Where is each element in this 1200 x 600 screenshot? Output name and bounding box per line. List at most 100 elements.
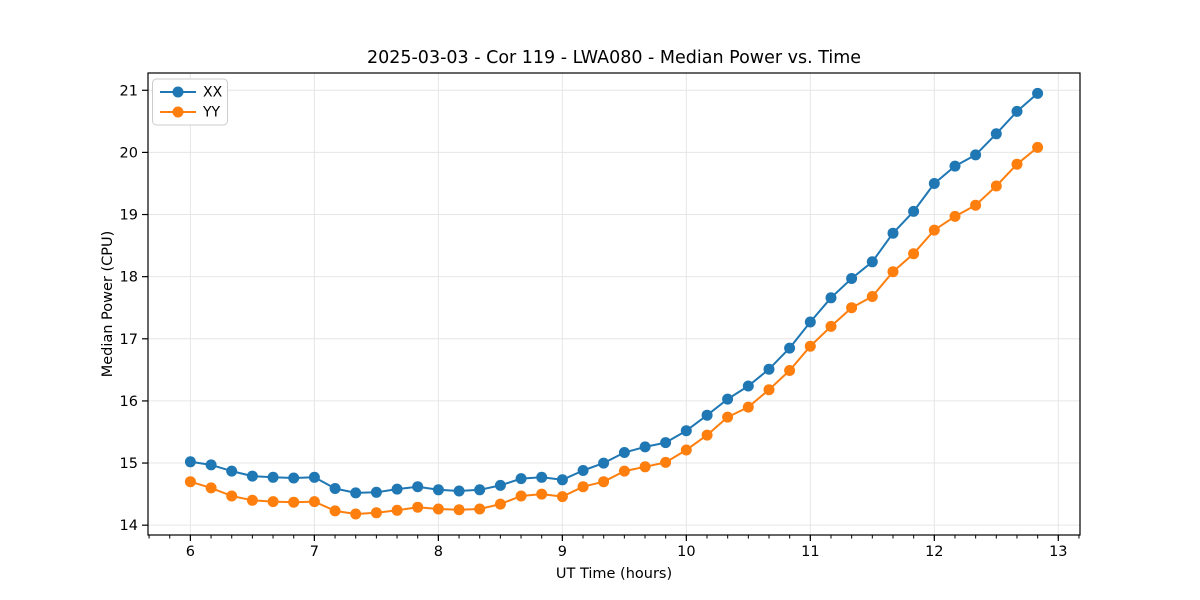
data-point-xx [598, 457, 610, 469]
data-point-xx [391, 483, 403, 495]
x-tick-label: 13 [1049, 544, 1067, 560]
data-point-xx [825, 292, 837, 304]
x-tick-label: 6 [186, 544, 195, 560]
x-tick-label: 12 [925, 544, 943, 560]
data-point-yy [577, 481, 589, 493]
data-point-xx [949, 160, 961, 172]
data-point-yy [308, 496, 320, 508]
data-point-yy [184, 476, 196, 488]
data-point-xx [866, 256, 878, 268]
data-point-yy [742, 401, 754, 413]
data-point-xx [846, 273, 858, 284]
data-point-yy [1011, 158, 1023, 170]
data-point-yy [391, 504, 403, 516]
data-point-xx [639, 441, 651, 453]
data-point-xx [701, 409, 713, 421]
data-point-xx [577, 465, 589, 476]
data-point-yy [453, 504, 465, 516]
data-point-yy [432, 503, 444, 515]
data-point-xx [536, 471, 548, 483]
data-point-xx [660, 437, 672, 449]
series-line-xx [190, 92, 1039, 494]
data-point-xx [908, 205, 920, 217]
data-point-xx [226, 465, 238, 477]
data-point-xx [267, 471, 279, 483]
data-point-xx [370, 486, 382, 498]
chart-title: 2025-03-03 - Cor 119 - LWA080 - Median P… [367, 48, 861, 68]
data-point-yy [660, 456, 672, 468]
data-point-yy [784, 365, 796, 376]
data-point-yy [350, 508, 362, 520]
data-point-xx [804, 316, 816, 328]
data-point-xx [329, 483, 341, 494]
data-point-yy [598, 476, 610, 488]
series-layer [184, 87, 1044, 520]
tick-label-layer: 6 7 8 9 10 11 12 13 14 15 16 17 18 19 20 21 [120, 83, 1068, 560]
data-point-xx [494, 479, 506, 491]
data-point-xx [432, 484, 444, 496]
data-point-yy [928, 224, 940, 236]
data-point-xx [205, 459, 217, 471]
grid-layer [148, 73, 1080, 535]
y-tick-label: 19 [120, 208, 138, 224]
data-point-yy [680, 444, 692, 456]
data-point-yy [288, 496, 300, 508]
plot-frame [147, 72, 1081, 536]
data-point-yy [494, 498, 506, 510]
data-point-yy [474, 503, 486, 515]
legend: XX YY [152, 78, 228, 126]
data-point-yy [804, 340, 816, 352]
data-point-xx [288, 472, 300, 484]
data-point-yy [846, 302, 858, 314]
data-point-xx [453, 485, 465, 497]
data-point-xx [246, 470, 258, 482]
y-tick-label: 20 [120, 145, 138, 161]
axes-layer [142, 72, 1081, 541]
data-point-xx [412, 481, 424, 493]
data-point-xx [515, 473, 527, 485]
y-tick-label: 14 [120, 518, 138, 534]
data-point-xx [763, 363, 775, 375]
data-point-yy [825, 320, 837, 332]
x-tick-label: 10 [677, 544, 695, 560]
legend-box [152, 78, 228, 126]
data-point-xx [970, 149, 982, 161]
data-point-xx [474, 484, 486, 496]
data-point-yy [536, 488, 548, 500]
data-point-xx [184, 456, 196, 468]
y-tick-label: 16 [120, 394, 138, 410]
data-point-yy [205, 482, 217, 494]
data-point-yy [887, 266, 899, 278]
data-point-yy [618, 465, 630, 477]
data-point-yy [226, 490, 238, 502]
data-point-yy [515, 490, 527, 502]
data-point-yy [701, 429, 713, 441]
data-point-xx [1032, 87, 1044, 99]
y-tick-label: 21 [120, 83, 138, 99]
legend-label-xx: XX [203, 85, 223, 101]
data-point-xx [1011, 105, 1023, 117]
data-point-yy [908, 248, 920, 260]
data-point-xx [784, 342, 796, 354]
data-point-yy [949, 210, 961, 222]
data-point-xx [722, 393, 734, 405]
data-point-yy [990, 180, 1002, 192]
data-point-yy [763, 384, 775, 396]
data-point-yy [267, 496, 279, 508]
x-tick-label: 7 [310, 544, 319, 560]
data-point-yy [329, 505, 341, 517]
legend-label-yy: YY [202, 105, 221, 121]
y-tick-label: 18 [120, 270, 138, 286]
data-point-xx [618, 447, 630, 458]
data-point-yy [412, 501, 424, 513]
data-point-yy [866, 291, 878, 302]
data-point-xx [308, 471, 320, 483]
data-point-yy [1032, 141, 1044, 153]
data-point-xx [556, 474, 568, 486]
x-tick-label: 9 [558, 544, 567, 560]
legend-marker-xx [172, 86, 184, 98]
data-point-yy [370, 507, 382, 519]
data-point-xx [350, 487, 362, 499]
series-line-yy [190, 146, 1039, 515]
